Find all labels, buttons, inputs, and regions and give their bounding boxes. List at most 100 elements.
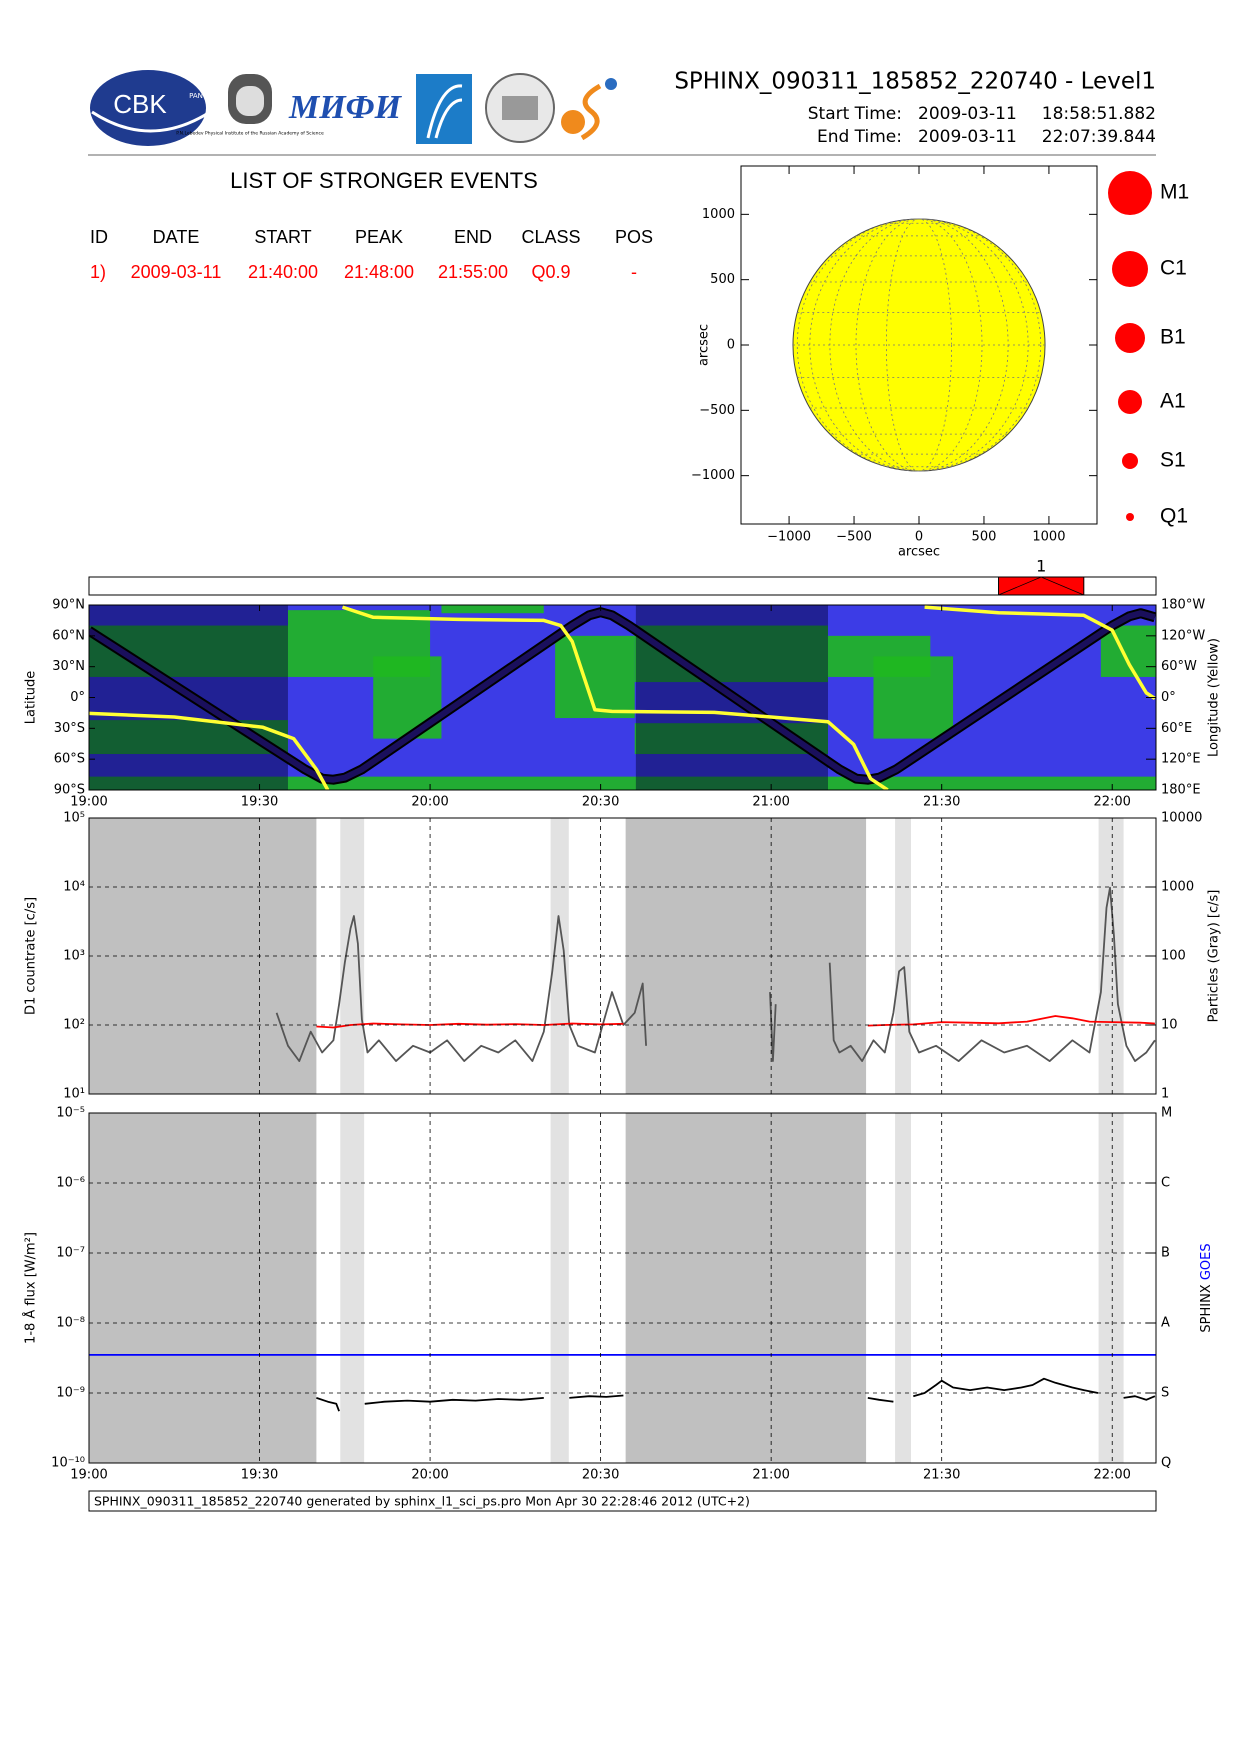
x-tick-label: 19:30 <box>241 1468 278 1483</box>
y2-tick-label: 100 <box>1161 949 1186 964</box>
series-line <box>316 1377 1156 1412</box>
plot-frame <box>88 817 1157 1095</box>
legend-label: Q1 <box>1160 505 1188 528</box>
column-header: ID <box>90 227 108 247</box>
y-tick-label: 30°N <box>52 659 85 674</box>
x-tick-label: 21:30 <box>923 1468 960 1483</box>
y-tick-label: −500 <box>699 403 735 418</box>
x-tick-label: 1000 <box>1032 530 1065 545</box>
panel-body <box>89 1113 1156 1463</box>
legend-swatch <box>1115 323 1145 353</box>
y2-tick-label: 60°E <box>1161 721 1192 736</box>
saa-span <box>1098 1113 1124 1463</box>
logo-s <box>580 83 602 141</box>
y-tick-label: 10⁴ <box>63 880 85 895</box>
legend-swatch <box>1122 453 1138 469</box>
y-tick-label: 10⁵ <box>63 811 85 826</box>
column-header: DATE <box>153 227 200 247</box>
column-header: START <box>254 227 311 247</box>
plots: −1000 −500 0 500 1000 −1000 −500 0 500 1000 arcsec… <box>23 165 1222 1483</box>
y-axis-label: 1-8 Å flux [W/m²] <box>23 1232 39 1344</box>
saa-span <box>550 1113 569 1463</box>
saa-span <box>340 1113 365 1463</box>
column-header: PEAK <box>355 227 403 247</box>
y2-tick-label: 10 <box>1161 1018 1178 1033</box>
report-title: SPHINX_090311_185852_220740 - Level1 <box>674 69 1156 95</box>
timeline-frame <box>88 576 1157 596</box>
events-table: ID DATE START PEAK END CLASS POS 1) 2009-03-11 21… <box>90 227 653 282</box>
y2-tick-label: 1000 <box>1161 880 1194 895</box>
y2-tick-label: 1 <box>1161 1087 1169 1102</box>
legend-label: SPHINX <box>1199 1284 1214 1332</box>
y2-tick-label: 60°W <box>1161 659 1197 674</box>
event-cell: 21:55:00 <box>438 262 508 282</box>
disk-meridian <box>855 218 983 472</box>
footer-text: SPHINX_090311_185852_220740 generated by… <box>94 1494 750 1509</box>
y-tick-label: −1000 <box>691 468 735 483</box>
map-land <box>555 635 635 719</box>
end-time: 22:07:39.844 <box>1042 127 1156 147</box>
y-tick-label: 10¹ <box>63 1087 85 1102</box>
x-tick-label: 20:00 <box>411 795 448 810</box>
legend-swatch <box>1126 513 1134 521</box>
column-header: END <box>454 227 492 247</box>
y-tick-label: 0 <box>727 338 735 353</box>
x-tick-label: −1000 <box>767 530 811 545</box>
logo-seal-building <box>502 96 538 120</box>
series-line <box>89 605 1156 790</box>
map-land <box>441 605 544 614</box>
y2-tick-label: S <box>1161 1386 1169 1401</box>
y-tick-label: 10² <box>63 1018 85 1033</box>
y2-tick-label: Q <box>1161 1456 1171 1471</box>
footer-box <box>88 1490 1157 1512</box>
x-tick-label: 500 <box>972 530 997 545</box>
event-cell: 1) <box>90 262 106 282</box>
y2-tick-label: 180°E <box>1161 783 1201 798</box>
logo-dot <box>605 78 617 90</box>
start-date: 2009-03-11 <box>918 104 1017 124</box>
logo-text: PAN <box>189 92 203 100</box>
logo-sun <box>561 110 585 134</box>
series-line <box>316 1015 1155 1029</box>
x-tick-label: 19:30 <box>241 795 278 810</box>
legend-label: B1 <box>1160 326 1186 349</box>
x-tick-label: 21:00 <box>752 1468 789 1483</box>
y-tick-label: 30°S <box>54 721 85 736</box>
logo-text: МИФИ <box>288 89 403 126</box>
logo-arc <box>416 74 472 144</box>
y-axis-label: arcsec <box>697 324 712 366</box>
legend-label: A1 <box>1160 390 1186 413</box>
events-title: LIST OF STRONGER EVENTS <box>230 168 538 193</box>
y-tick-label: 500 <box>710 272 735 287</box>
y-tick-label: 60°N <box>52 628 85 643</box>
x-tick-label: 20:30 <box>582 1468 619 1483</box>
event-cell: 21:40:00 <box>248 262 318 282</box>
event-label: 1 <box>1036 557 1046 576</box>
map-land <box>1100 625 1156 677</box>
night-span <box>89 1113 317 1463</box>
event-cell: Q0.9 <box>531 262 570 282</box>
y-tick-label: 10⁻⁹ <box>56 1386 85 1401</box>
night-span <box>625 1113 867 1463</box>
column-header: POS <box>615 227 653 247</box>
y-tick-label: 10⁻⁷ <box>56 1246 85 1261</box>
disk-meridian <box>796 218 1042 472</box>
y-tick-label: 90°S <box>54 783 85 798</box>
logo-text: CBK <box>113 89 167 119</box>
x-tick-label: 22:00 <box>1093 795 1130 810</box>
y2-tick-label: B <box>1161 1246 1170 1261</box>
event-cell: 21:48:00 <box>344 262 414 282</box>
series-line <box>275 886 1156 1062</box>
end-date: 2009-03-11 <box>918 127 1017 147</box>
y2-axis-label: Particles (Gray) [c/s] <box>1207 890 1222 1023</box>
event-roof <box>998 576 1084 596</box>
x-tick-label: −500 <box>836 530 872 545</box>
x-tick-label: 19:00 <box>70 795 107 810</box>
map-land <box>89 776 1156 790</box>
legend-label: C1 <box>1160 257 1187 280</box>
legend-swatch <box>1118 390 1142 414</box>
saa-span <box>340 818 365 1094</box>
y-tick-label: 10⁻⁶ <box>56 1176 85 1191</box>
